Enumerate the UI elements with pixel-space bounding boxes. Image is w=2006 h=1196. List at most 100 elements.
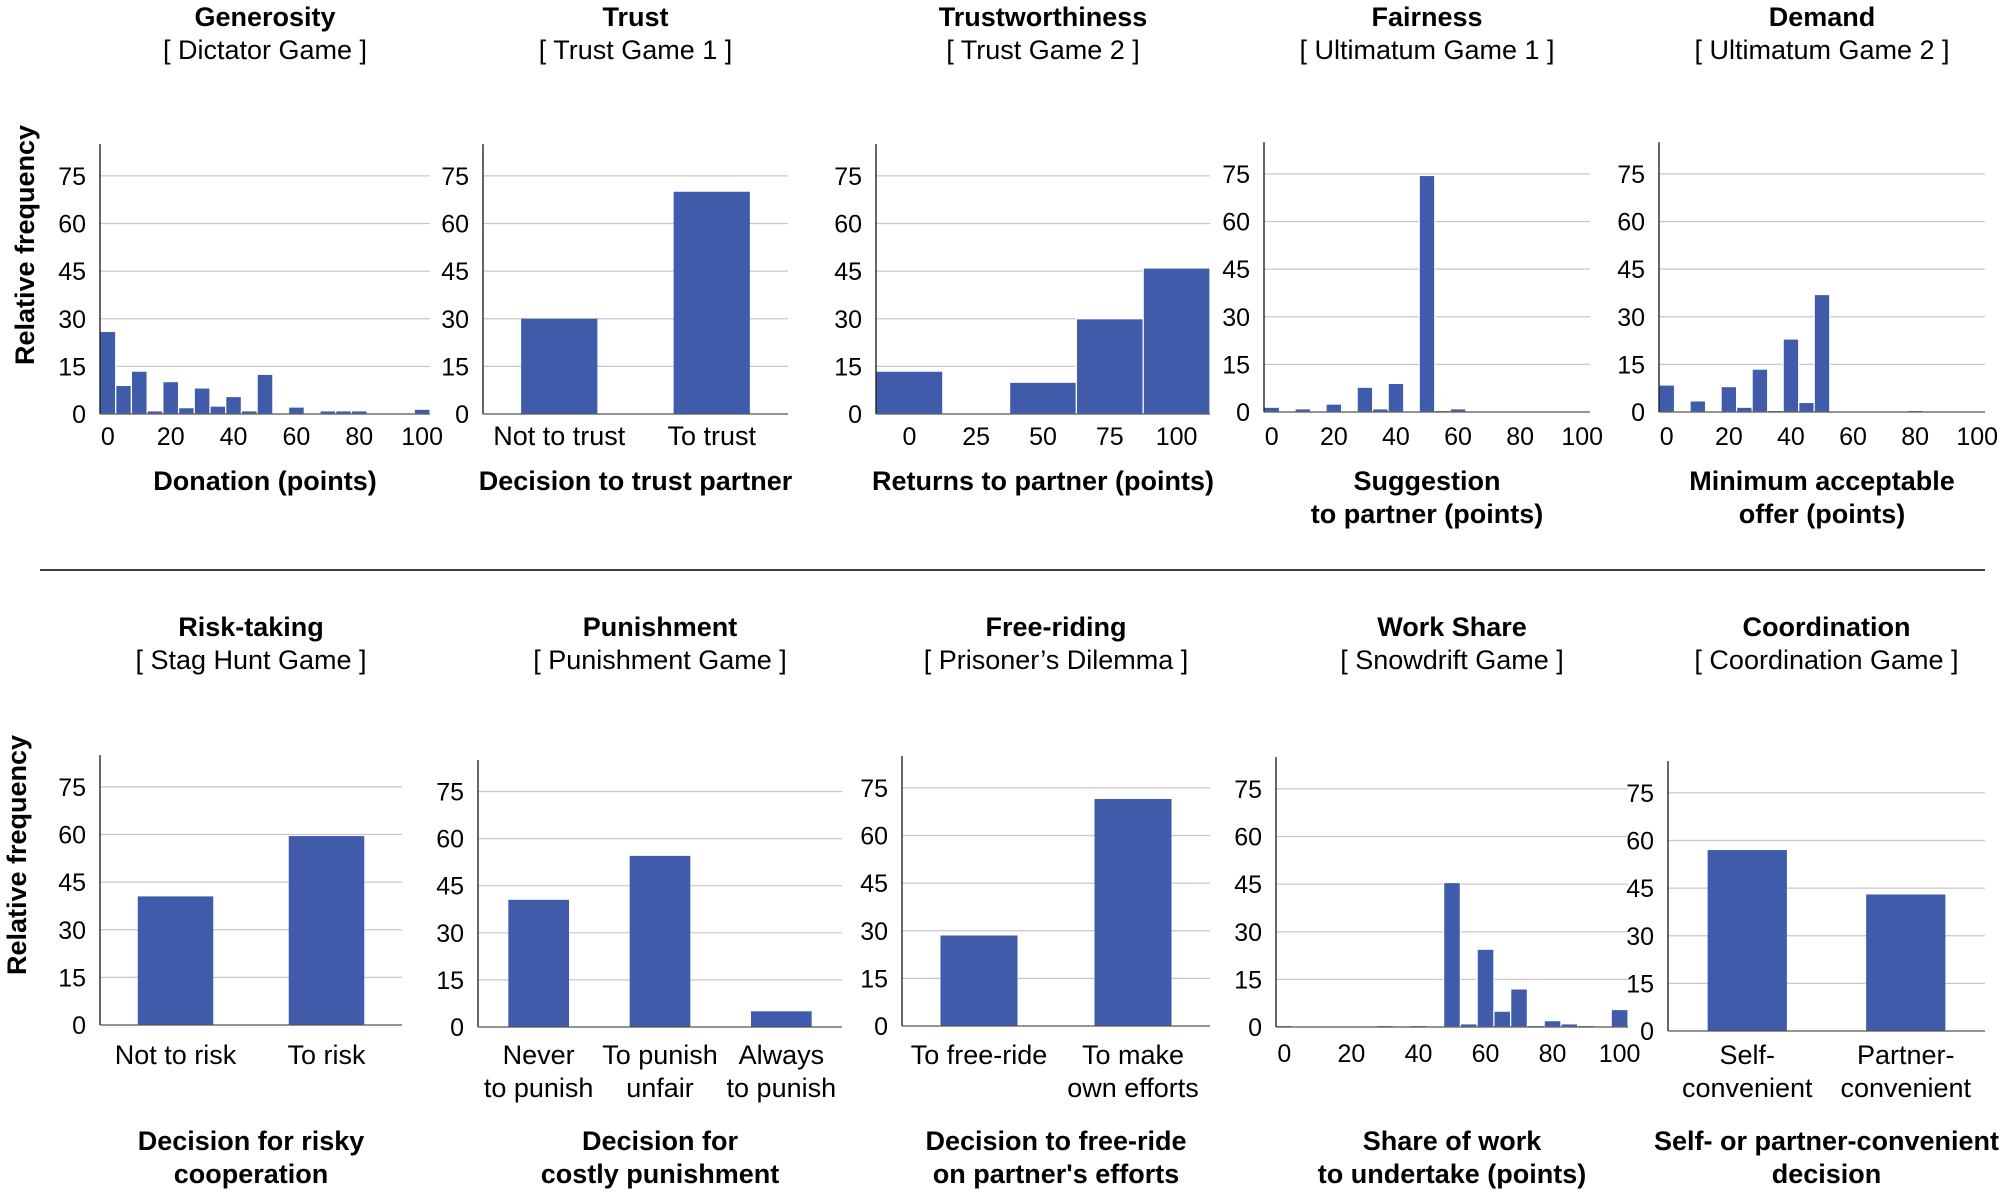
chart-title: Work Share [1377, 612, 1527, 642]
x-tick-label: 80 [1539, 1040, 1567, 1068]
y-tick-label: 75 [58, 774, 86, 802]
x-tick-label: 100 [1156, 423, 1198, 451]
y-tick-label: 60 [1617, 209, 1645, 237]
y-tick-label: 30 [58, 306, 86, 334]
y-tick-label: 60 [441, 211, 469, 239]
bar [521, 318, 598, 414]
y-tick-label: 15 [834, 353, 862, 381]
chart-panel-3: Trustworthiness[ Trust Game 2 ] 0 15 30 45 60… [834, 2, 1214, 496]
y-tick-label: 75 [1234, 776, 1262, 804]
y-tick-label: 60 [436, 826, 464, 854]
x-tick-label: 0 [1277, 1040, 1291, 1068]
y-tick-label: 75 [436, 779, 464, 807]
y-tick-label: 45 [1617, 256, 1645, 284]
x-tick-label: 80 [345, 423, 373, 451]
bar [1720, 386, 1738, 413]
x-tick-label: 80 [1901, 423, 1929, 451]
y-tick-label: 0 [72, 1012, 86, 1040]
x-tick-label: 60 [283, 423, 311, 451]
y-tick-label: 75 [1626, 780, 1654, 808]
x-tick-label: 40 [1405, 1040, 1433, 1068]
bar [1782, 338, 1800, 413]
chart-title: Trust [602, 2, 668, 32]
chart-subtitle: [ Ultimatum Game 1 ] [1299, 35, 1554, 65]
y-tick-label: 15 [1234, 966, 1262, 994]
bar [1707, 850, 1787, 1031]
x-tick-label: 50 [1029, 423, 1057, 451]
y-axis-label-row-1: Relative frequency [10, 125, 40, 365]
x-tick-label: 20 [1715, 423, 1743, 451]
bar [751, 1011, 812, 1027]
x-tick-label: 100 [1561, 423, 1603, 451]
x-axis-label: Minimum acceptable [1689, 466, 1955, 496]
bar [508, 899, 569, 1027]
y-tick-label: 30 [1222, 304, 1250, 332]
x-tick-label: 40 [1382, 423, 1410, 451]
y-tick-label: 15 [1222, 351, 1250, 379]
x-axis-label: Decision for [582, 1126, 739, 1156]
chart-panel-4: Fairness[ Ultimatum Game 1 ] 0 15 30 45 60 75 0… [1222, 2, 1603, 529]
chart-title: Trustworthiness [939, 2, 1148, 32]
x-tick-label: 80 [1506, 423, 1534, 451]
bar [1075, 318, 1144, 415]
y-tick-label: 60 [834, 211, 862, 239]
bar [1736, 406, 1753, 413]
y-tick-label: 30 [860, 918, 888, 946]
x-tick-label: 40 [1777, 423, 1805, 451]
chart-subtitle: [ Trust Game 1 ] [539, 35, 733, 65]
y-tick-label: 75 [860, 775, 888, 803]
bar [940, 935, 1018, 1026]
x-tick-label: 60 [1444, 423, 1472, 451]
chart-subtitle: [ Stag Hunt Game ] [135, 645, 366, 675]
x-tick-label: 60 [1839, 423, 1867, 451]
category-label: Self- [1719, 1040, 1775, 1070]
category-label: to punish [727, 1073, 837, 1103]
y-tick-label: 0 [848, 401, 862, 429]
x-axis-label: Returns to partner (points) [872, 466, 1214, 496]
y-tick-label: 45 [441, 258, 469, 286]
bar [1387, 382, 1405, 413]
x-tick-label: 20 [157, 423, 185, 451]
x-axis-label: to partner (points) [1311, 499, 1543, 529]
y-axis-label-row-2: Relative frequency [2, 735, 32, 975]
chart-panel-2: Trust[ Trust Game 1 ] 0 15 30 45 60 75 Not to t… [441, 2, 793, 496]
y-tick-label: 60 [58, 822, 86, 850]
category-label: Never [503, 1040, 575, 1070]
category-label: To free-ride [911, 1040, 1048, 1070]
category-label: Not to risk [115, 1040, 237, 1070]
chart-panels: Generosity[ Dictator Game ] 0 15 30 45 60 75 0 2… [58, 2, 1999, 1189]
bar [209, 405, 227, 415]
bar [1325, 403, 1343, 413]
x-tick-label: 0 [1265, 423, 1279, 451]
x-axis-label: cooperation [174, 1159, 329, 1189]
bar [629, 855, 691, 1027]
bar [1866, 894, 1946, 1031]
y-tick-label: 75 [1617, 161, 1645, 189]
bar [287, 406, 305, 415]
category-label: Partner- [1857, 1040, 1955, 1070]
y-tick-label: 15 [441, 353, 469, 381]
category-label: To punish [602, 1040, 718, 1070]
y-tick-label: 0 [874, 1013, 888, 1041]
bar [130, 370, 148, 415]
y-tick-label: 30 [1234, 919, 1262, 947]
chart-panel-9: Work Share[ Snowdrift Game ] 0 15 30 45 60 75 0… [1234, 612, 1640, 1189]
y-tick-label: 30 [436, 920, 464, 948]
y-tick-label: 75 [58, 163, 86, 191]
chart-subtitle: [ Coordination Game ] [1694, 645, 1958, 675]
chart-title: Coordination [1743, 612, 1911, 642]
y-tick-label: 75 [441, 163, 469, 191]
x-tick-label: 100 [1956, 423, 1998, 451]
chart-panel-10: Coordination[ Coordination Game ] 0 15 30 45… [1626, 612, 1999, 1189]
chart-title: Free-riding [985, 612, 1126, 642]
bar [115, 384, 133, 415]
y-tick-label: 15 [1617, 351, 1645, 379]
x-tick-label: 0 [1660, 423, 1674, 451]
y-tick-label: 15 [1626, 970, 1654, 998]
y-tick-label: 45 [834, 258, 862, 286]
bar [1751, 368, 1769, 413]
bar [673, 191, 750, 414]
y-tick-label: 75 [834, 163, 862, 191]
bar [1798, 401, 1815, 413]
bar [875, 370, 944, 415]
